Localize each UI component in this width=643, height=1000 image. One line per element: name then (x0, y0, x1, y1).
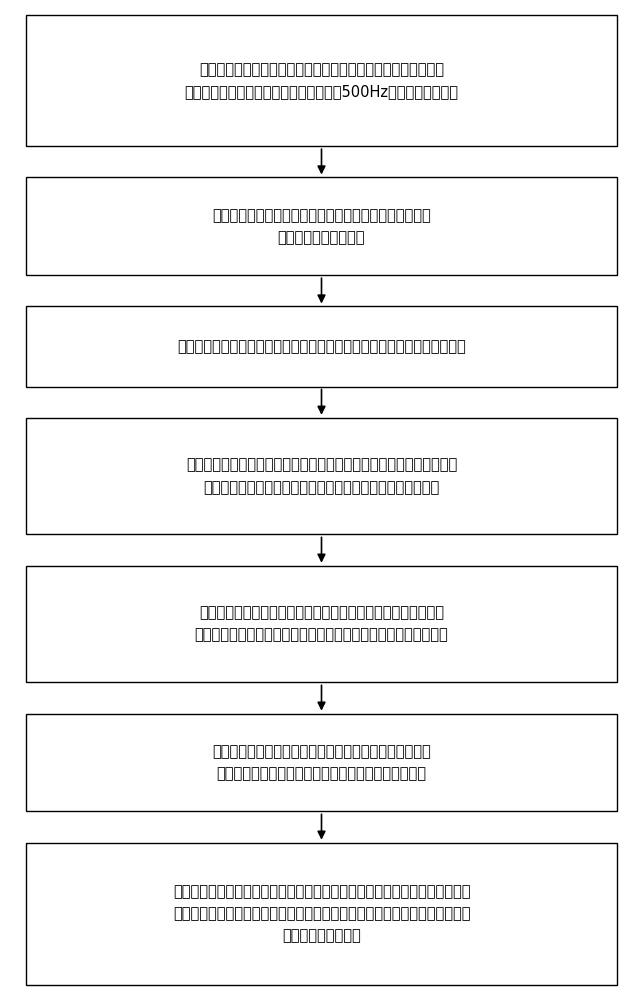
Text: 根据已知设计桩径和所述待测点实时波速，计算各点的预估特征频率，
并利用刻度在所述全剖面声波信号频谱图中自动进行连续标识: 根据已知设计桩径和所述待测点实时波速，计算各点的预估特征频率， 并利用刻度在所述… (186, 457, 457, 495)
Text: 根据所述全剖面波速变化图和所述实际特征频率标识图，
计算全剖面各测点桩径，获得全剖面各测点桩径变化图: 根据所述全剖面波速变化图和所述实际特征频率标识图， 计算全剖面各测点桩径，获得全… (212, 744, 431, 781)
Text: 根据不同剖面获得的各测点桩径变化图，对同一横截面不同测线获得的桩径进
行比较和平均，获得所述截面的平均桩径，构成新的全剖面桩径变化图，绘制
桩径随深度变化曲线: 根据不同剖面获得的各测点桩径变化图，对同一横截面不同测线获得的桩径进 行比较和平… (173, 884, 470, 944)
Bar (26, 418, 617, 534)
Bar (26, 843, 617, 985)
Bar (26, 714, 617, 811)
Bar (26, 306, 617, 387)
Bar (26, 177, 617, 275)
Text: 针对所述全剖面实测声波信号进行傅里叶变换，得到全剖面声波信号频谱图: 针对所述全剖面实测声波信号进行傅里叶变换，得到全剖面声波信号频谱图 (177, 339, 466, 354)
Text: 针对所述全剖面实测声波信号，计算各待测点实时波速，
获得全剖面波速变化图: 针对所述全剖面实测声波信号，计算各待测点实时波速， 获得全剖面波速变化图 (212, 208, 431, 245)
Bar (26, 566, 617, 682)
Text: 根据所述全剖面声波信号频谱图，在所述预估特征频率附近找到
实际特征频率，修改所述自动完成的标识形成实际特征频率标识图: 根据所述全剖面声波信号频谱图，在所述预估特征频率附近找到 实际特征频率，修改所述… (195, 605, 448, 643)
Text: 利用声波仪的低通采集技术和宽频带接收技术，依次全剖面获得
发射换能器和接收换能器所在平面测线的500Hz以上频段声波信号: 利用声波仪的低通采集技术和宽频带接收技术，依次全剖面获得 发射换能器和接收换能器… (185, 62, 458, 99)
Bar (26, 15, 617, 146)
